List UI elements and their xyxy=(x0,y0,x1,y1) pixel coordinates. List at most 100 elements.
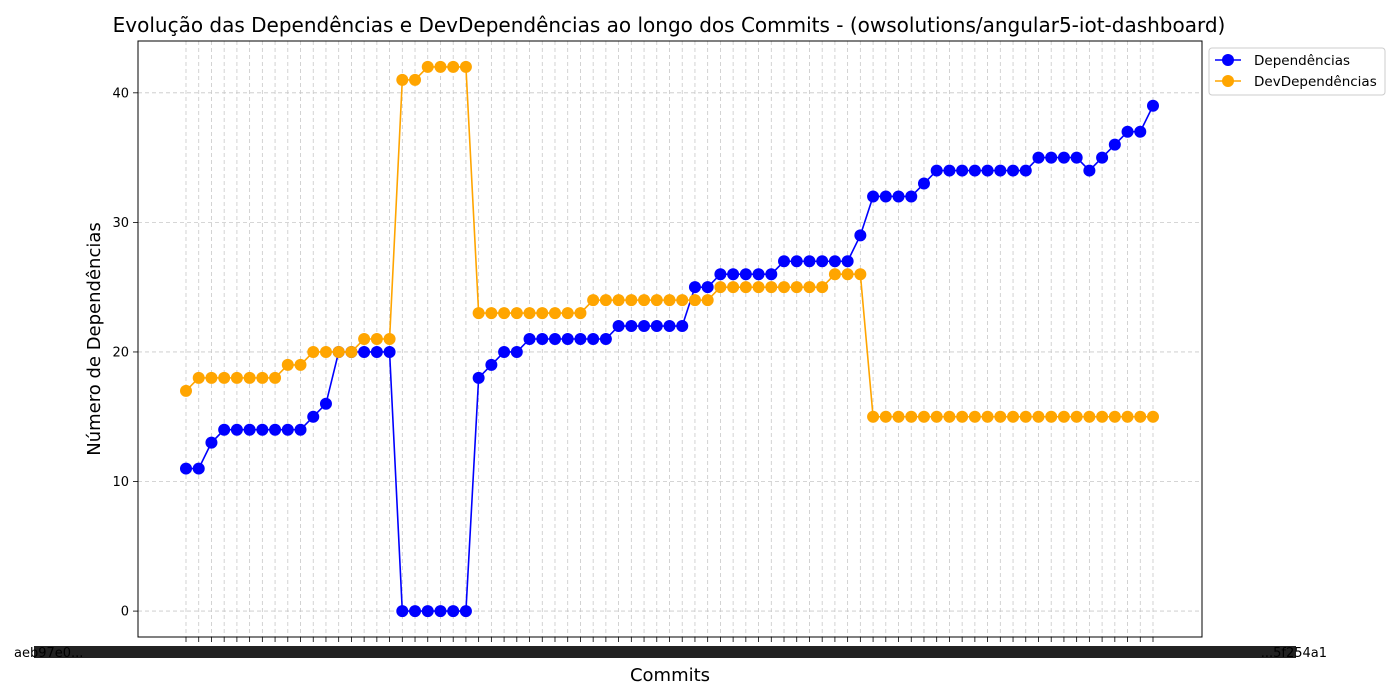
series-point-0 xyxy=(574,333,587,345)
series-point-1 xyxy=(319,345,332,358)
series-point-0 xyxy=(1019,164,1032,177)
series-point-0 xyxy=(447,605,460,618)
series-point-1 xyxy=(1070,410,1083,423)
series-point-1 xyxy=(714,281,727,294)
series-point-0 xyxy=(650,320,663,333)
series-point-1 xyxy=(256,371,269,384)
series-point-0 xyxy=(307,410,320,423)
series-point-1 xyxy=(739,281,752,294)
series-point-0 xyxy=(828,255,841,268)
series-point-0 xyxy=(383,345,396,358)
series-point-0 xyxy=(510,345,523,358)
series-point-1 xyxy=(1121,410,1134,423)
series-point-0 xyxy=(1108,138,1121,151)
series-point-1 xyxy=(650,294,663,307)
series-point-1 xyxy=(701,294,714,307)
x-tick-labels-overlap xyxy=(34,646,1296,658)
series-point-1 xyxy=(994,410,1007,423)
series-point-0 xyxy=(1121,125,1134,138)
series-point-0 xyxy=(867,190,880,203)
y-tick-label: 30 xyxy=(112,216,129,231)
series-point-0 xyxy=(956,164,969,177)
series-point-0 xyxy=(765,268,778,281)
series-point-0 xyxy=(638,320,651,333)
series-point-1 xyxy=(459,60,472,73)
series-point-1 xyxy=(536,307,549,320)
series-point-1 xyxy=(472,307,485,320)
series-point-0 xyxy=(943,164,956,177)
series-point-0 xyxy=(358,345,371,358)
series-point-0 xyxy=(1134,125,1147,138)
series-point-0 xyxy=(599,333,612,345)
series-point-0 xyxy=(498,345,511,358)
x-tick-label-first: aeb97e0... xyxy=(14,646,83,661)
series-point-1 xyxy=(358,333,371,345)
x-tick-label-last: ...5f254a1 xyxy=(1261,646,1327,661)
legend-marker-dependencias xyxy=(1222,54,1234,66)
series-point-1 xyxy=(943,410,956,423)
series-point-1 xyxy=(396,73,409,86)
series-point-0 xyxy=(930,164,943,177)
series-point-1 xyxy=(205,371,218,384)
series-point-1 xyxy=(790,281,803,294)
series-point-1 xyxy=(230,371,243,384)
series-point-0 xyxy=(409,605,422,618)
series-point-1 xyxy=(841,268,854,281)
series-point-0 xyxy=(269,423,282,436)
series-point-0 xyxy=(281,423,294,436)
series-point-1 xyxy=(345,345,358,358)
series-point-1 xyxy=(574,307,587,320)
series-point-0 xyxy=(230,423,243,436)
series-point-0 xyxy=(205,436,218,449)
legend-label-devdependencias: DevDependências xyxy=(1254,74,1377,90)
series-point-0 xyxy=(243,423,256,436)
series-point-1 xyxy=(968,410,981,423)
series-point-0 xyxy=(778,255,791,268)
series-point-1 xyxy=(243,371,256,384)
series-point-1 xyxy=(676,294,689,307)
y-tick-label: 40 xyxy=(112,86,129,101)
series-point-1 xyxy=(956,410,969,423)
series-point-1 xyxy=(180,384,192,397)
series-point-1 xyxy=(370,333,383,345)
series-point-1 xyxy=(905,410,918,423)
series-point-0 xyxy=(536,333,549,345)
series-point-1 xyxy=(1045,410,1058,423)
series-point-0 xyxy=(1045,151,1058,164)
series-point-1 xyxy=(587,294,600,307)
series-point-1 xyxy=(409,73,422,86)
series-point-1 xyxy=(1057,410,1070,423)
series-point-0 xyxy=(294,423,307,436)
series-point-0 xyxy=(701,281,714,294)
series-point-1 xyxy=(434,60,447,73)
series-point-1 xyxy=(892,410,905,423)
series-point-0 xyxy=(256,423,269,436)
series-point-0 xyxy=(663,320,676,333)
series-point-1 xyxy=(752,281,765,294)
series-point-0 xyxy=(625,320,638,333)
series-point-0 xyxy=(968,164,981,177)
series-point-0 xyxy=(892,190,905,203)
series-point-1 xyxy=(854,268,867,281)
legend-label-dependencias: Dependências xyxy=(1254,53,1350,69)
series-point-1 xyxy=(421,60,434,73)
y-axis: 0 10 20 30 40 xyxy=(112,86,138,620)
series-point-0 xyxy=(752,268,765,281)
series-point-0 xyxy=(434,605,447,618)
series-point-0 xyxy=(561,333,574,345)
series-point-0 xyxy=(816,255,829,268)
series-layer xyxy=(180,60,1159,618)
series-point-0 xyxy=(917,177,930,190)
series-point-1 xyxy=(688,294,701,307)
series-point-0 xyxy=(854,229,867,242)
series-point-0 xyxy=(523,333,536,345)
series-point-1 xyxy=(1096,410,1109,423)
series-point-0 xyxy=(319,397,332,410)
series-point-1 xyxy=(269,371,282,384)
series-point-0 xyxy=(421,605,434,618)
series-point-0 xyxy=(714,268,727,281)
series-point-0 xyxy=(803,255,816,268)
series-point-1 xyxy=(638,294,651,307)
series-point-1 xyxy=(281,358,294,371)
